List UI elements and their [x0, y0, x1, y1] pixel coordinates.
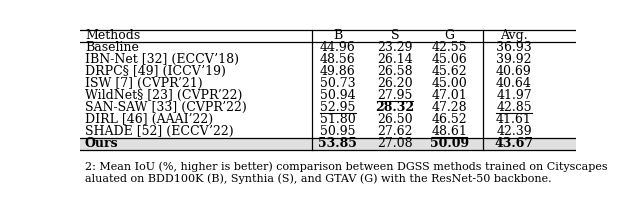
Text: 42.85: 42.85 [496, 101, 532, 114]
Text: IBN-Net [32] (ECCV’18): IBN-Net [32] (ECCV’18) [85, 53, 239, 66]
Text: 27.95: 27.95 [377, 89, 413, 102]
Text: 50.73: 50.73 [320, 77, 356, 90]
Text: 40.69: 40.69 [496, 65, 532, 78]
Text: 36.93: 36.93 [496, 41, 532, 54]
Text: 50.09: 50.09 [430, 137, 469, 150]
Text: 52.95: 52.95 [320, 101, 356, 114]
Text: SAN-SAW [33] (CVPR’22): SAN-SAW [33] (CVPR’22) [85, 101, 246, 114]
Text: 47.28: 47.28 [432, 101, 467, 114]
Text: S: S [390, 29, 399, 42]
Text: 46.52: 46.52 [432, 113, 467, 126]
Text: 2: Mean IoU (%, higher is better) comparison between DGSS methods trained on Cit: 2: Mean IoU (%, higher is better) compar… [85, 161, 607, 184]
Text: WildNet§ [23] (CVPR’22): WildNet§ [23] (CVPR’22) [85, 89, 243, 102]
Text: DIRL [46] (AAAI’22): DIRL [46] (AAAI’22) [85, 113, 213, 126]
Text: 44.96: 44.96 [320, 41, 356, 54]
Text: DRPC§ [49] (ICCV’19): DRPC§ [49] (ICCV’19) [85, 65, 226, 78]
Text: 48.61: 48.61 [431, 125, 467, 138]
Text: Avg.: Avg. [500, 29, 528, 42]
Text: 53.85: 53.85 [319, 137, 357, 150]
Text: 26.58: 26.58 [377, 65, 413, 78]
Text: G: G [445, 29, 454, 42]
Text: 47.01: 47.01 [431, 89, 467, 102]
Text: 43.67: 43.67 [495, 137, 534, 150]
Text: 41.97: 41.97 [496, 89, 532, 102]
Text: 26.20: 26.20 [377, 77, 413, 90]
Text: SHADE [52] (ECCV’22): SHADE [52] (ECCV’22) [85, 125, 234, 138]
Text: Methods: Methods [85, 29, 140, 42]
Text: 26.50: 26.50 [377, 113, 413, 126]
Text: Baseline: Baseline [85, 41, 139, 54]
Text: 45.06: 45.06 [431, 53, 467, 66]
Text: 27.08: 27.08 [377, 137, 413, 150]
Text: 50.94: 50.94 [320, 89, 356, 102]
Text: 45.62: 45.62 [432, 65, 467, 78]
Text: 28.32: 28.32 [376, 101, 415, 114]
Text: 27.62: 27.62 [377, 125, 413, 138]
Text: 23.29: 23.29 [377, 41, 413, 54]
Text: 42.55: 42.55 [432, 41, 467, 54]
Text: 41.61: 41.61 [496, 113, 532, 126]
Text: 26.14: 26.14 [377, 53, 413, 66]
Text: 45.00: 45.00 [431, 77, 467, 90]
Text: 48.56: 48.56 [320, 53, 356, 66]
Text: 49.86: 49.86 [320, 65, 356, 78]
Text: B: B [333, 29, 342, 42]
Bar [80, 138, 576, 150]
Text: 39.92: 39.92 [496, 53, 532, 66]
Text: ISW [7] (CVPR’21): ISW [7] (CVPR’21) [85, 77, 203, 90]
Text: 40.64: 40.64 [496, 77, 532, 90]
Text: 42.39: 42.39 [496, 125, 532, 138]
Text: 51.80: 51.80 [320, 113, 356, 126]
Text: Ours: Ours [85, 137, 118, 150]
Text: 50.95: 50.95 [320, 125, 356, 138]
